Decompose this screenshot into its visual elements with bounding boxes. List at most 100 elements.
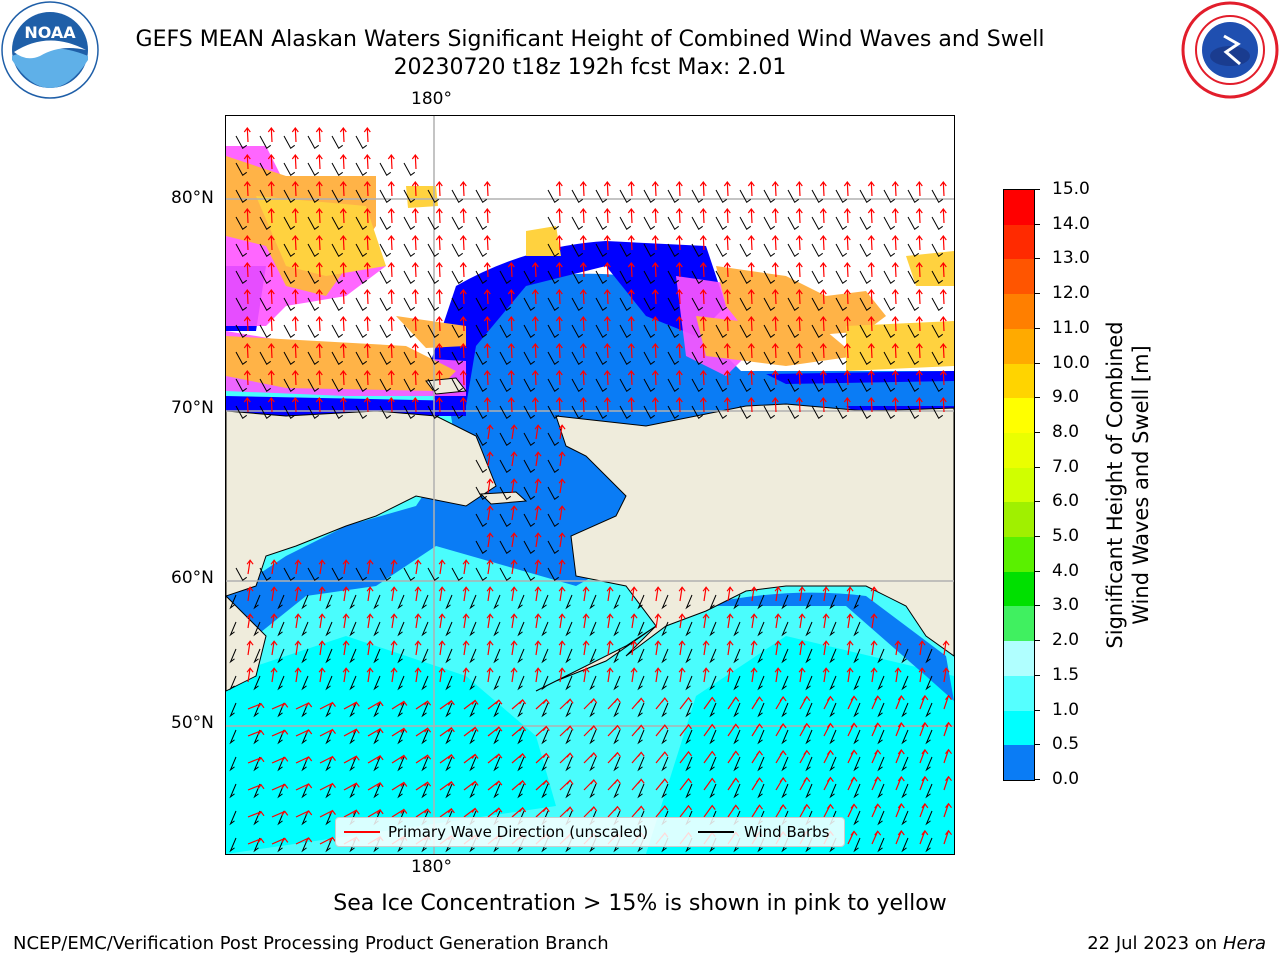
wind-barb bbox=[619, 189, 631, 204]
wind-barb bbox=[901, 648, 909, 664]
wind-barb bbox=[859, 405, 871, 420]
wind-barb bbox=[907, 270, 919, 285]
wind-barb bbox=[619, 378, 631, 393]
wave-direction-arrow bbox=[462, 640, 470, 656]
wave-direction-arrow bbox=[699, 289, 707, 305]
wind-barb bbox=[427, 378, 439, 393]
wind-barb bbox=[541, 756, 549, 772]
wave-direction-arrow bbox=[627, 316, 635, 332]
wave-direction-arrow bbox=[891, 262, 899, 278]
wave-direction-arrow bbox=[631, 697, 645, 710]
colorbar-tick-label: 5.0 bbox=[1052, 526, 1080, 547]
wave-direction-arrow bbox=[555, 262, 563, 278]
colorbar-tick-mark bbox=[1034, 709, 1040, 711]
wind-barb bbox=[421, 594, 429, 610]
land-st-lawrence bbox=[479, 491, 528, 505]
wave-direction-arrow bbox=[846, 640, 854, 656]
wave-direction-arrow bbox=[583, 806, 598, 818]
wave-direction-arrow bbox=[891, 181, 899, 197]
wave-direction-arrow bbox=[747, 343, 755, 359]
wind-barb bbox=[853, 729, 861, 745]
wind-barb bbox=[283, 297, 295, 312]
wind-barb bbox=[877, 837, 885, 853]
wave-direction-arrow bbox=[603, 181, 611, 197]
wave-direction-arrow bbox=[339, 370, 347, 386]
wind-barb bbox=[811, 297, 823, 312]
wave-direction-arrow bbox=[535, 779, 550, 791]
wave-direction-arrow bbox=[771, 370, 779, 386]
wind-barb bbox=[331, 162, 343, 177]
wind-barb bbox=[331, 378, 343, 393]
wave-direction-arrow bbox=[799, 695, 811, 710]
wind-barb bbox=[757, 621, 765, 637]
wind-barb bbox=[589, 594, 597, 610]
wind-barb bbox=[547, 270, 559, 285]
wave-direction-arrow bbox=[315, 262, 323, 278]
wave-direction-arrow bbox=[459, 235, 467, 251]
wind-barb bbox=[859, 270, 871, 285]
wave-direction-arrow bbox=[819, 235, 827, 251]
wind-barb bbox=[835, 243, 847, 258]
noaa-logo: NOAA bbox=[0, 0, 100, 100]
wave-direction-arrow bbox=[819, 262, 827, 278]
wave-direction-arrow bbox=[247, 810, 265, 818]
wave-direction-arrow bbox=[247, 702, 265, 710]
wave-direction-arrow bbox=[651, 235, 659, 251]
wind-barb bbox=[397, 756, 405, 772]
wind-barb bbox=[397, 594, 405, 610]
wind-barb bbox=[763, 270, 775, 285]
wave-direction-arrow bbox=[486, 586, 494, 602]
wave-direction-arrow bbox=[703, 723, 716, 737]
wave-direction-arrow bbox=[459, 316, 467, 332]
wind-barb bbox=[493, 675, 501, 691]
wind-barb bbox=[547, 351, 559, 366]
wave-direction-arrow bbox=[871, 695, 882, 710]
wave-direction-arrow bbox=[943, 802, 952, 818]
wave-direction-arrow bbox=[462, 586, 470, 602]
wind-barb bbox=[661, 729, 669, 745]
wind-barb bbox=[259, 216, 271, 231]
wind-barb bbox=[547, 459, 559, 474]
wind-barb bbox=[883, 351, 895, 366]
wave-direction-arrow bbox=[942, 667, 950, 683]
wave-direction-arrow bbox=[483, 208, 491, 224]
wave-direction-arrow bbox=[486, 640, 494, 656]
wind-barb bbox=[547, 216, 559, 231]
wave-direction-arrow bbox=[267, 154, 275, 170]
wind-barb bbox=[229, 621, 237, 637]
wind-barb bbox=[277, 675, 285, 691]
colorbar-swatch bbox=[1004, 294, 1034, 330]
wave-direction-arrow bbox=[270, 586, 278, 602]
wave-direction-arrow bbox=[867, 316, 875, 332]
wind-barb bbox=[691, 270, 703, 285]
wave-direction-arrow bbox=[435, 262, 443, 278]
wind-barb bbox=[571, 216, 583, 231]
wind-barb bbox=[403, 351, 415, 366]
wind-barb bbox=[739, 189, 751, 204]
wave-direction-arrow bbox=[315, 154, 323, 170]
wind-barb bbox=[685, 702, 693, 718]
wave-direction-arrow bbox=[390, 640, 398, 656]
wind-barb bbox=[547, 486, 559, 501]
wind-barb bbox=[715, 216, 727, 231]
wave-direction-arrow bbox=[415, 781, 432, 791]
colorbar-tick-mark bbox=[1034, 466, 1040, 468]
wave-direction-arrow bbox=[435, 208, 443, 224]
wave-direction-arrow bbox=[507, 289, 515, 305]
wave-direction-arrow bbox=[534, 478, 542, 494]
wind-barb bbox=[901, 729, 909, 745]
wave-direction-arrow bbox=[510, 505, 518, 521]
wave-direction-arrow bbox=[603, 289, 611, 305]
wind-barb bbox=[493, 594, 501, 610]
wind-barb bbox=[691, 405, 703, 420]
wave-direction-arrow bbox=[822, 613, 830, 629]
wind-barb bbox=[805, 702, 813, 718]
wind-barb bbox=[685, 675, 693, 691]
wave-direction-arrow bbox=[603, 262, 611, 278]
wave-direction-arrow bbox=[823, 749, 834, 764]
wave-direction-arrow bbox=[915, 343, 923, 359]
wind-barb bbox=[499, 270, 511, 285]
wave-direction-arrow bbox=[271, 756, 289, 764]
wave-direction-arrow bbox=[747, 289, 755, 305]
wind-barb bbox=[523, 486, 535, 501]
